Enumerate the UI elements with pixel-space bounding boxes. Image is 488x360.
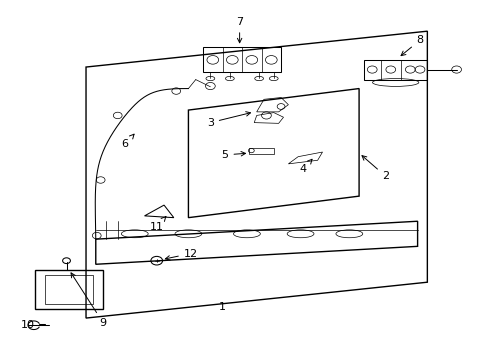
Text: 12: 12 bbox=[165, 248, 198, 260]
Text: 4: 4 bbox=[299, 159, 311, 174]
Text: 1: 1 bbox=[219, 302, 225, 312]
Text: 7: 7 bbox=[236, 17, 243, 43]
Text: 9: 9 bbox=[71, 273, 106, 328]
Text: 2: 2 bbox=[361, 156, 388, 181]
Text: 8: 8 bbox=[400, 35, 423, 56]
Text: 5: 5 bbox=[221, 150, 245, 160]
Text: 6: 6 bbox=[122, 134, 134, 149]
Text: 3: 3 bbox=[206, 112, 250, 128]
Text: 10: 10 bbox=[21, 320, 35, 330]
Text: 11: 11 bbox=[149, 216, 165, 231]
